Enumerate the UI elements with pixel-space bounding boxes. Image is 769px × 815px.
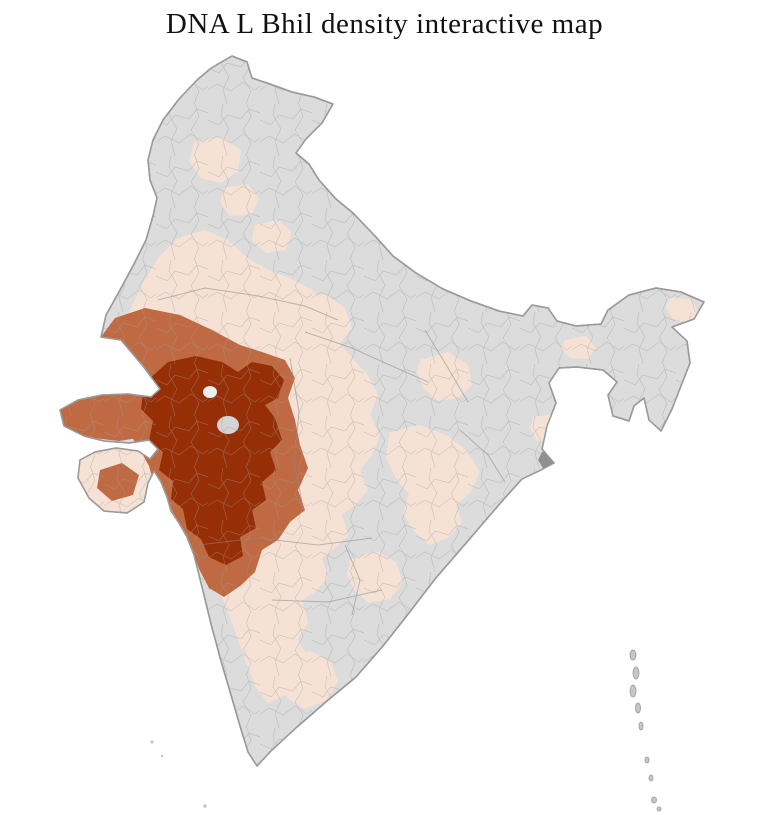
island[interactable] [652,797,657,803]
island[interactable] [639,722,643,730]
island[interactable] [649,775,653,781]
india-outline-stroke [60,56,704,766]
lakshadweep-islands[interactable] [150,740,207,808]
island[interactable] [657,807,661,811]
island[interactable] [645,757,649,763]
island[interactable] [630,685,636,697]
island[interactable] [203,804,207,808]
island[interactable] [150,740,154,744]
density-layers [60,56,704,766]
island[interactable] [160,754,164,758]
map-title: DNA L Bhil density interactive map [165,8,604,40]
island[interactable] [633,667,639,679]
district-mesh-overlay [60,56,704,766]
andaman-nicobar-islands[interactable] [630,650,661,811]
island[interactable] [636,703,641,713]
island[interactable] [630,650,636,660]
